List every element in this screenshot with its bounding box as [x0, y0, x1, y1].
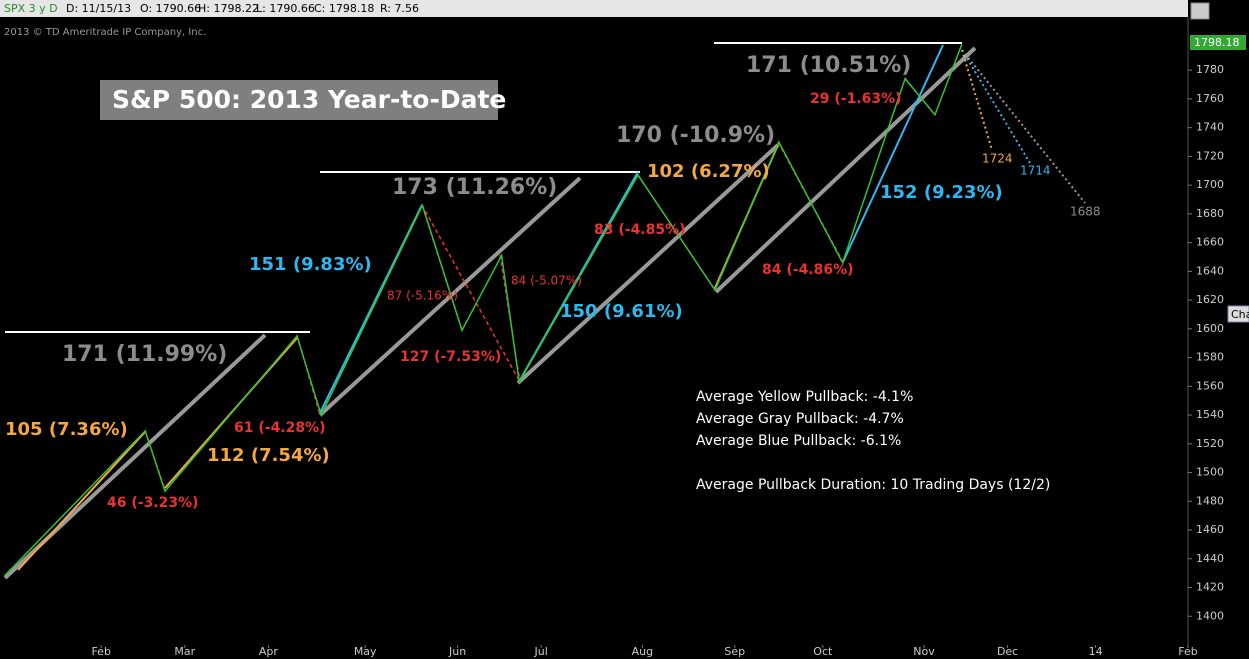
- header-close: C: 1798.18: [314, 2, 374, 15]
- stat-line: Average Yellow Pullback: -4.1%: [696, 389, 913, 405]
- y-tick-label: 1400: [1196, 609, 1224, 622]
- header-date: D: 11/15/13: [66, 2, 131, 15]
- x-tick-label: Jun: [448, 645, 466, 658]
- annotation: 87 (-5.16%): [387, 289, 458, 303]
- header-high: H: 1798.22: [198, 2, 259, 15]
- y-tick-label: 1680: [1196, 207, 1224, 220]
- annotation: 46 (-3.23%): [107, 495, 199, 511]
- annotation: 1688: [1070, 205, 1101, 219]
- annotation: 83 (-4.85%): [594, 222, 686, 238]
- stat-line: Average Pullback Duration: 10 Trading Da…: [696, 477, 1050, 493]
- annotation: 61 (-4.28%): [234, 420, 326, 436]
- y-tick-label: 1500: [1196, 466, 1224, 479]
- last-price-tag: [1190, 35, 1246, 50]
- x-tick-label: Oct: [813, 645, 833, 658]
- annotation: 151 (9.83%): [249, 254, 372, 275]
- y-tick-label: 1640: [1196, 264, 1224, 277]
- header-bar: [0, 0, 1188, 17]
- x-tick-label: Mar: [174, 645, 195, 658]
- y-tick-label: 1420: [1196, 581, 1224, 594]
- annotation: 173 (11.26%): [392, 175, 557, 200]
- side-tab-label[interactable]: Cha: [1231, 308, 1249, 321]
- annotation: 1724: [982, 152, 1013, 166]
- x-tick-label: May: [354, 645, 377, 658]
- trend-line: [714, 46, 977, 294]
- annotation: 105 (7.36%): [5, 419, 128, 440]
- y-tick-label: 1600: [1196, 322, 1224, 335]
- y-tick-label: 1480: [1196, 494, 1224, 507]
- annotation: 127 (-7.53%): [400, 349, 501, 365]
- annotation: 152 (9.23%): [880, 182, 1003, 203]
- x-tick-label: Apr: [259, 645, 279, 658]
- annotation: 171 (10.51%): [746, 53, 911, 78]
- y-tick-label: 1580: [1196, 351, 1224, 364]
- y-tick-label: 1660: [1196, 236, 1224, 249]
- y-tick-label: 1780: [1196, 63, 1224, 76]
- price-line: [3, 44, 963, 577]
- header-symbol: SPX 3 y D: [4, 2, 58, 15]
- y-tick-label: 1440: [1196, 552, 1224, 565]
- annotation: 84 (-4.86%): [762, 262, 854, 278]
- header-open: O: 1790.66: [140, 2, 201, 15]
- x-tick-label: Sep: [724, 645, 745, 658]
- y-tick-label: 1740: [1196, 121, 1224, 134]
- trend-line: [516, 143, 780, 385]
- header-button[interactable]: [1190, 2, 1210, 20]
- y-tick-label: 1700: [1196, 178, 1224, 191]
- copyright: 2013 © TD Ameritrade IP Company, Inc.: [4, 27, 206, 38]
- annotation: 102 (6.27%): [647, 161, 770, 182]
- annotation: 170 (-10.9%): [616, 123, 775, 148]
- projection-line: [961, 49, 1031, 164]
- x-tick-label: Dec: [997, 645, 1018, 658]
- trend-line: [17, 431, 146, 571]
- last-price-label: 1798.18: [1194, 36, 1240, 49]
- x-tick-label: 14: [1089, 645, 1103, 658]
- annotation: 84 (-5.07%): [511, 274, 582, 288]
- stat-line: Average Blue Pullback: -6.1%: [696, 433, 901, 449]
- trend-line: [318, 176, 582, 417]
- y-tick-label: 1540: [1196, 408, 1224, 421]
- y-tick-label: 1560: [1196, 379, 1224, 392]
- annotation: 112 (7.54%): [207, 445, 330, 466]
- chart-title: S&P 500: 2013 Year-to-Date: [112, 85, 506, 114]
- y-tick-label: 1760: [1196, 92, 1224, 105]
- y-tick-label: 1620: [1196, 293, 1224, 306]
- annotation: 29 (-1.63%): [810, 91, 902, 107]
- y-tick-label: 1460: [1196, 523, 1224, 536]
- y-tick-label: 1520: [1196, 437, 1224, 450]
- pullback-line: [421, 204, 521, 383]
- trend-line: [842, 44, 944, 263]
- title-box: [100, 80, 498, 120]
- projection-lines: [961, 49, 1086, 204]
- side-tab[interactable]: [1227, 305, 1249, 323]
- x-tick-label: Aug: [632, 645, 653, 658]
- annotation: 1714: [1020, 164, 1051, 178]
- x-tick-label: Feb: [1178, 645, 1197, 658]
- header-low: L: 1790.66: [256, 2, 315, 15]
- annotation: 150 (9.61%): [560, 301, 683, 322]
- y-tick-label: 1720: [1196, 149, 1224, 162]
- x-tick-label: Feb: [91, 645, 110, 658]
- x-tick-label: Jul: [534, 645, 548, 658]
- annotation: 171 (11.99%): [62, 342, 227, 367]
- stat-line: Average Gray Pullback: -4.7%: [696, 411, 904, 427]
- header-range: R: 7.56: [380, 2, 419, 15]
- x-tick-label: Nov: [913, 645, 935, 658]
